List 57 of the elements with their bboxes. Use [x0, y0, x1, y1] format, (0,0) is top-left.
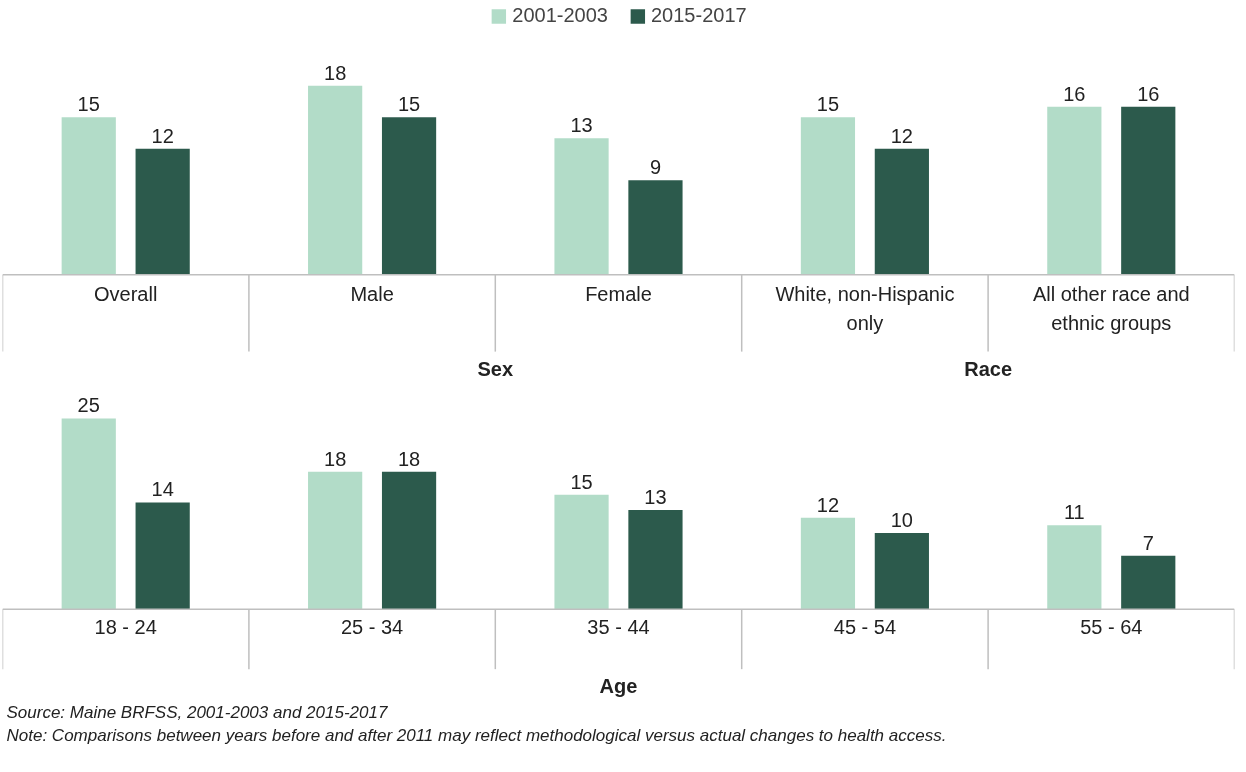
bar	[308, 85, 363, 275]
x-tick-label: Male	[350, 283, 394, 306]
bar	[308, 471, 363, 610]
data-label: 25	[77, 394, 100, 417]
bar	[1047, 106, 1102, 275]
data-label: 18	[324, 61, 347, 84]
x-tick-label: Female	[585, 283, 652, 306]
legend-label: 2001-2003	[512, 4, 608, 27]
data-label: 15	[570, 470, 593, 493]
bar	[554, 494, 609, 610]
bar	[135, 148, 190, 275]
data-label: 12	[890, 124, 913, 147]
x-axis-title: Age	[599, 674, 638, 697]
x-tick-label: 35 - 44	[587, 615, 650, 638]
x-tick-label: 55 - 64	[1080, 615, 1143, 638]
x-tick-label: White, non-Hispanic only	[775, 283, 955, 334]
bar	[61, 418, 116, 610]
x-tick-label: 25 - 34	[340, 615, 404, 638]
text: Race	[964, 358, 1013, 381]
bar	[554, 138, 609, 275]
x-tick-label: Overall	[94, 283, 158, 306]
text: Note: Comparisons between years before and after 2011 may reflect methodological versus actual changes to health access.	[6, 725, 947, 745]
data-label: 13	[570, 114, 593, 137]
bar	[61, 117, 116, 275]
bar	[1121, 555, 1176, 610]
data-label: 9	[649, 156, 662, 179]
bar	[628, 180, 683, 275]
bar	[1121, 106, 1176, 275]
bar	[381, 117, 437, 275]
bar	[381, 471, 437, 610]
bar	[874, 148, 929, 275]
data-label: 16	[1137, 82, 1160, 105]
x-tick-label: 45 - 54	[833, 615, 897, 638]
data-label: 13	[644, 486, 667, 509]
data-label: 15	[816, 93, 840, 116]
x-tick-label: 18 - 24	[94, 615, 157, 638]
data-label: 12	[151, 124, 174, 147]
data-label: 12	[816, 493, 840, 516]
data-label: 14	[151, 478, 174, 501]
bar	[874, 532, 929, 610]
bar	[1047, 525, 1102, 610]
data-label: 18	[397, 447, 421, 470]
bar	[800, 117, 856, 275]
bar	[135, 502, 190, 610]
data-label: 16	[1063, 82, 1086, 105]
legend-label: 2015-2017	[651, 4, 747, 27]
bar	[800, 517, 856, 610]
data-label: 18	[324, 447, 347, 470]
data-label: 11	[1063, 501, 1085, 524]
data-label: 15	[77, 93, 100, 116]
x-tick-label: All other race and ethnic groups	[1032, 283, 1190, 334]
data-label: 10	[890, 508, 913, 531]
text: Sex	[477, 358, 514, 381]
data-label: 15	[397, 93, 421, 116]
data-label: 7	[1142, 531, 1154, 554]
bar	[628, 510, 683, 610]
source-note: Source: Maine BRFSS, 2001-2003 and 2015-2017	[6, 703, 388, 723]
